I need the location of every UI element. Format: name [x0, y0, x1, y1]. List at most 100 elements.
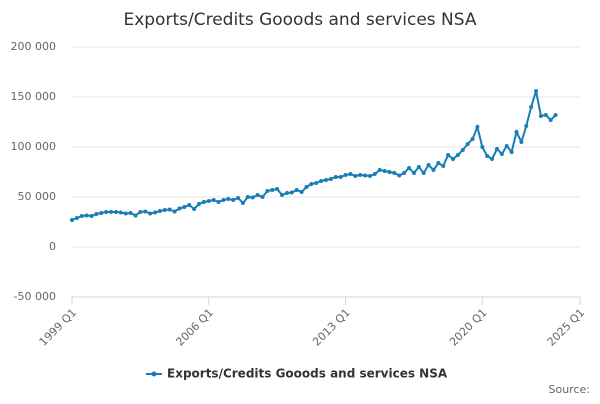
- point: [304, 185, 309, 189]
- point: [270, 188, 275, 192]
- point: [392, 171, 397, 175]
- point: [153, 210, 158, 215]
- chart-title: Exports/Credits Gooods and services NSA: [123, 10, 476, 30]
- point: [148, 211, 153, 216]
- y-tick-label: 150 000: [11, 90, 57, 103]
- point: [446, 153, 451, 157]
- point: [519, 140, 524, 144]
- point: [319, 179, 324, 183]
- point: [260, 195, 265, 199]
- point: [348, 172, 353, 176]
- point: [553, 113, 558, 117]
- point: [358, 173, 363, 177]
- point: [426, 163, 431, 167]
- point: [377, 168, 382, 172]
- point: [465, 142, 470, 146]
- line: [71, 90, 557, 221]
- point: [133, 213, 138, 218]
- point: [524, 124, 529, 128]
- point: [490, 157, 495, 161]
- point: [216, 200, 221, 204]
- point: [221, 198, 226, 202]
- point: [299, 190, 304, 194]
- point: [275, 187, 280, 191]
- point: [421, 171, 426, 175]
- y-tick-label: 200 000: [11, 40, 57, 53]
- point: [226, 197, 231, 201]
- legend-label: Exports/Credits Gooods and services NSA: [167, 367, 448, 381]
- point: [475, 125, 480, 129]
- point: [84, 213, 89, 218]
- point: [240, 201, 245, 205]
- point: [455, 153, 460, 157]
- point: [514, 130, 519, 134]
- point: [538, 114, 543, 118]
- point: [157, 209, 162, 213]
- point: [441, 164, 446, 168]
- point: [504, 144, 509, 148]
- point: [167, 207, 172, 212]
- x-tick-label: 2013 Q1: [310, 306, 353, 349]
- y-tick-label: 50 000: [18, 190, 57, 203]
- x-tick-label: 1999 Q1: [37, 306, 80, 349]
- point: [534, 89, 539, 93]
- x-tick-label: 2025 Q1: [545, 306, 588, 349]
- point: [250, 195, 255, 200]
- point: [118, 210, 123, 215]
- point: [372, 172, 377, 176]
- point: [485, 154, 490, 158]
- point: [548, 118, 553, 122]
- point: [324, 178, 328, 182]
- point: [236, 196, 241, 200]
- point: [187, 203, 192, 207]
- point: [94, 212, 99, 216]
- y-tick-label: 0: [49, 240, 56, 253]
- point: [480, 145, 485, 149]
- point: [289, 190, 294, 195]
- point: [143, 209, 148, 214]
- point: [509, 150, 514, 154]
- point: [382, 169, 387, 173]
- point: [177, 206, 182, 211]
- point: [89, 214, 94, 218]
- point: [280, 193, 285, 197]
- point: [182, 205, 187, 209]
- point: [162, 208, 167, 212]
- point: [402, 171, 407, 175]
- point: [192, 207, 197, 211]
- point: [201, 200, 206, 204]
- point: [451, 157, 455, 161]
- point: [343, 173, 348, 177]
- point: [123, 211, 128, 216]
- point: [138, 210, 143, 214]
- point: [70, 218, 74, 222]
- x-tick-label: 2006 Q1: [173, 306, 216, 349]
- point: [113, 210, 118, 214]
- point: [407, 166, 412, 170]
- point: [353, 174, 358, 178]
- y-tick-label: -50 000: [14, 290, 56, 303]
- point: [74, 216, 79, 220]
- point: [309, 182, 314, 186]
- point: [333, 175, 338, 179]
- point: [99, 211, 104, 215]
- point: [387, 170, 392, 174]
- point: [338, 175, 343, 179]
- point: [494, 147, 499, 151]
- point: [436, 161, 441, 165]
- point: [197, 202, 201, 206]
- point: [231, 198, 236, 202]
- point: [416, 165, 421, 169]
- x-tick-label: 2020 Q1: [447, 306, 490, 349]
- point: [328, 177, 333, 181]
- point: [314, 181, 319, 185]
- point: [284, 191, 289, 195]
- point: [206, 199, 211, 203]
- point: [411, 171, 416, 175]
- point: [211, 198, 216, 202]
- point: [470, 137, 475, 141]
- point: [128, 211, 133, 215]
- legend-marker: [151, 371, 157, 377]
